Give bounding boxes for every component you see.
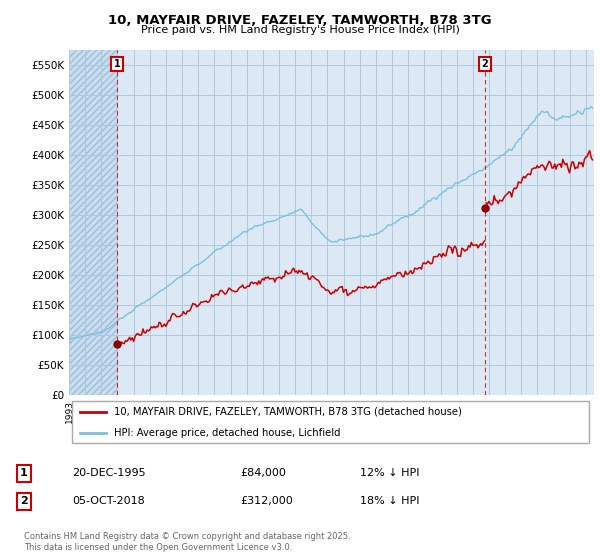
Text: 1: 1 [113, 59, 121, 69]
Text: 10, MAYFAIR DRIVE, FAZELEY, TAMWORTH, B78 3TG: 10, MAYFAIR DRIVE, FAZELEY, TAMWORTH, B7… [108, 14, 492, 27]
Text: Contains HM Land Registry data © Crown copyright and database right 2025.
This d: Contains HM Land Registry data © Crown c… [24, 533, 350, 552]
Bar [69, 50, 117, 395]
Text: 2: 2 [20, 496, 28, 506]
Text: 10, MAYFAIR DRIVE, FAZELEY, TAMWORTH, B78 3TG (detached house): 10, MAYFAIR DRIVE, FAZELEY, TAMWORTH, B7… [113, 407, 461, 417]
Text: 2: 2 [482, 59, 488, 69]
Text: £312,000: £312,000 [240, 496, 293, 506]
Text: 18% ↓ HPI: 18% ↓ HPI [360, 496, 419, 506]
FancyBboxPatch shape [71, 401, 589, 444]
Text: 05-OCT-2018: 05-OCT-2018 [72, 496, 145, 506]
Text: HPI: Average price, detached house, Lichfield: HPI: Average price, detached house, Lich… [113, 428, 340, 438]
Text: 12% ↓ HPI: 12% ↓ HPI [360, 468, 419, 478]
Text: Price paid vs. HM Land Registry's House Price Index (HPI): Price paid vs. HM Land Registry's House … [140, 25, 460, 35]
Text: 1: 1 [20, 468, 28, 478]
Text: £84,000: £84,000 [240, 468, 286, 478]
Text: 20-DEC-1995: 20-DEC-1995 [72, 468, 146, 478]
